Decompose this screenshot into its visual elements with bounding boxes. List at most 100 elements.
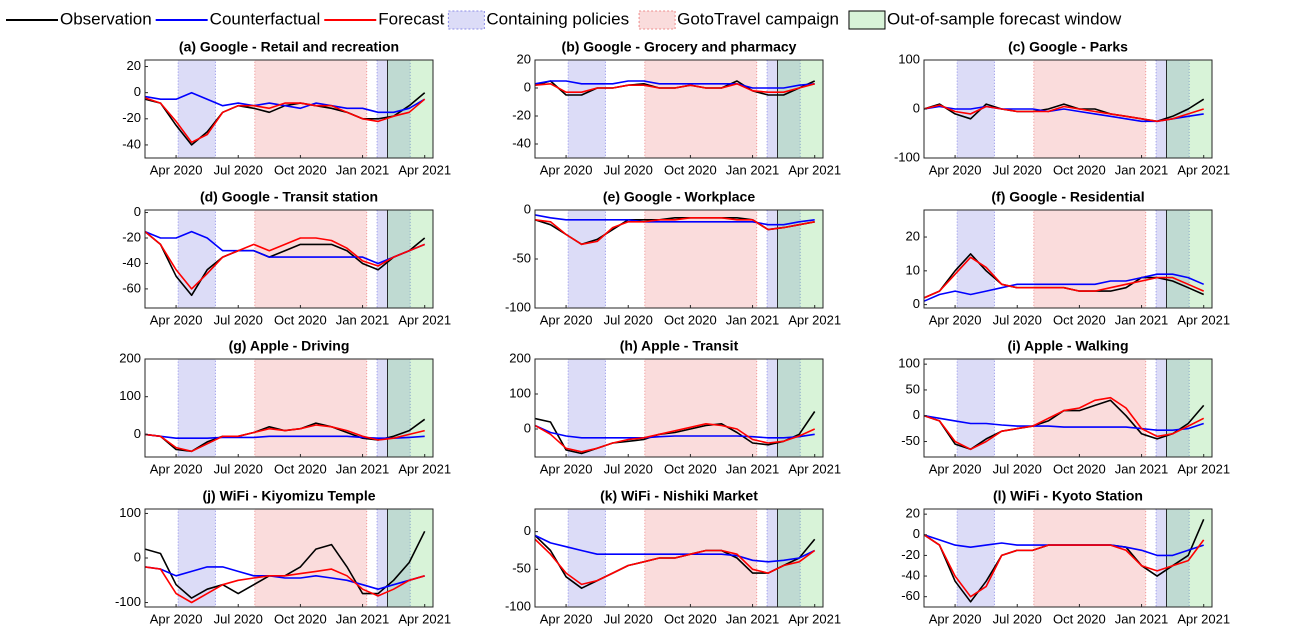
series-line	[145, 433, 425, 439]
x-tick-label: Jan 2021	[726, 162, 780, 177]
series-line	[924, 414, 1204, 431]
shaded-span	[1033, 509, 1147, 607]
x-tick-label: Oct 2020	[664, 162, 717, 177]
y-tick-label: -50	[512, 561, 531, 576]
series-line	[535, 423, 816, 453]
shaded-span	[177, 60, 216, 158]
y-tick-label: 0	[524, 79, 531, 94]
x-tick-label: Apr 2020	[150, 461, 203, 476]
series-line	[924, 256, 1205, 299]
x-tick-label: Jan 2021	[336, 312, 390, 327]
y-tick-label: -40	[122, 255, 141, 270]
legend-label: Containing policies	[486, 9, 629, 28]
axes-box	[923, 209, 1213, 309]
x-tick-label: Apr 2020	[929, 461, 982, 476]
shaded-span	[777, 210, 823, 308]
series-line	[145, 424, 425, 453]
legend-patch	[848, 10, 886, 30]
x-tick-label: Oct 2020	[1053, 461, 1106, 476]
shaded-span	[644, 210, 758, 308]
axes-box	[144, 358, 434, 458]
y-tick-label: -40	[122, 136, 141, 151]
series-line	[924, 273, 1205, 302]
y-tick-label: 0	[134, 204, 141, 219]
series-line	[924, 534, 1205, 598]
x-tick-label: Jul 2020	[604, 611, 653, 626]
y-tick-label: 0	[524, 523, 531, 538]
x-tick-label: Apr 2021	[1177, 611, 1230, 626]
x-tick-label: Jan 2021	[1115, 312, 1169, 327]
axes-box	[534, 358, 824, 458]
panel-title: (k) WiFi - Nishiki Market	[600, 488, 758, 504]
x-tick-label: Apr 2020	[540, 611, 593, 626]
x-tick-label: Apr 2020	[929, 312, 982, 327]
shaded-span	[1155, 359, 1190, 457]
x-tick-label: Jul 2020	[993, 162, 1042, 177]
y-tick-label: 100	[898, 51, 920, 66]
x-tick-label: Oct 2020	[274, 461, 327, 476]
y-tick-label: 100	[509, 385, 531, 400]
legend-label: GotoTravel campaign	[677, 9, 839, 28]
shaded-span	[766, 60, 801, 158]
plot-area	[924, 210, 1212, 308]
x-tick-label: Apr 2021	[788, 461, 841, 476]
x-tick-label: Apr 2021	[398, 461, 451, 476]
shaded-span	[567, 359, 606, 457]
panel-title: (f) Google - Residential	[991, 189, 1144, 205]
panel-title: (c) Google - Parks	[1008, 39, 1128, 55]
x-tick-label: Apr 2021	[788, 312, 841, 327]
plot-area	[145, 210, 433, 308]
legend-label: Counterfactual	[210, 9, 321, 28]
series-line	[535, 214, 815, 226]
x-tick-label: Jul 2020	[214, 312, 263, 327]
x-tick-label: Jan 2021	[726, 461, 780, 476]
plot-area	[924, 60, 1212, 158]
plot-area	[145, 359, 433, 457]
panel-title: (a) Google - Retail and recreation	[179, 39, 399, 55]
x-tick-label: Jan 2021	[336, 162, 390, 177]
y-tick-label: -20	[512, 107, 531, 122]
y-tick-label: -20	[122, 110, 141, 125]
y-tick-label: 100	[119, 388, 141, 403]
series-line	[535, 411, 816, 455]
x-tick-label: Jul 2020	[604, 461, 653, 476]
panel-title: (j) WiFi - Kiyomizu Temple	[202, 488, 375, 504]
y-tick-label: 0	[913, 100, 920, 115]
shaded-span	[376, 359, 411, 457]
x-tick-label: Apr 2020	[929, 611, 982, 626]
shaded-span	[567, 509, 606, 607]
y-tick-label: -50	[512, 250, 531, 265]
panel-title: (h) Apple - Transit	[620, 338, 739, 354]
x-tick-label: Apr 2020	[150, 611, 203, 626]
series-line	[535, 80, 815, 89]
plot-area	[924, 359, 1212, 457]
y-tick-label: 20	[906, 228, 920, 243]
y-tick-label: 100	[119, 505, 141, 520]
x-tick-label: Oct 2020	[274, 162, 327, 177]
x-tick-label: Apr 2021	[398, 312, 451, 327]
axes-box	[923, 358, 1213, 458]
y-tick-label: 0	[134, 426, 141, 441]
shaded-span	[567, 210, 606, 308]
y-tick-label: 0	[524, 420, 531, 435]
plot-area	[535, 359, 823, 457]
y-tick-label: -100	[505, 299, 531, 314]
shaded-span	[387, 60, 433, 158]
shaded-span	[376, 210, 411, 308]
shaded-span	[1155, 210, 1190, 308]
shaded-span	[1155, 60, 1190, 158]
x-tick-label: Apr 2021	[398, 611, 451, 626]
series-line	[924, 104, 1204, 123]
x-tick-label: Jul 2020	[604, 162, 653, 177]
y-tick-label: 0	[134, 84, 141, 99]
x-tick-label: Jan 2021	[1115, 461, 1169, 476]
x-tick-label: Jul 2020	[993, 312, 1042, 327]
series-line	[535, 83, 815, 93]
x-tick-label: Apr 2021	[1177, 461, 1230, 476]
x-tick-label: Jul 2020	[993, 461, 1042, 476]
y-tick-label: -20	[122, 229, 141, 244]
legend-patch	[447, 10, 485, 30]
legend-label: Forecast	[378, 9, 444, 28]
plot-area	[924, 509, 1212, 607]
